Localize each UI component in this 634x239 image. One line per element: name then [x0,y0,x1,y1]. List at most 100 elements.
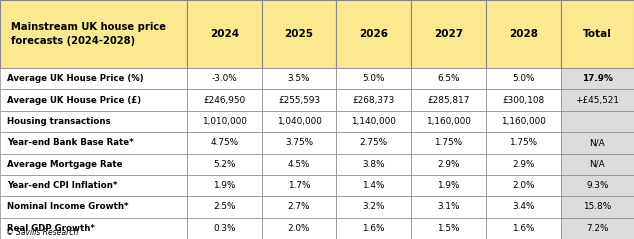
Text: 3.4%: 3.4% [512,202,534,212]
Text: 2.0%: 2.0% [288,224,310,233]
Bar [560,218,634,239]
Text: 2.9%: 2.9% [437,160,460,169]
Text: £255,593: £255,593 [278,96,320,105]
Text: 1.4%: 1.4% [363,181,385,190]
Bar [337,154,411,175]
Bar [337,111,411,132]
Bar [262,89,337,111]
Bar [411,154,486,175]
Bar [0,154,187,175]
Text: 3.5%: 3.5% [288,74,310,83]
Text: 9.3%: 9.3% [586,181,609,190]
Text: 2028: 2028 [508,29,538,39]
Text: 1,010,000: 1,010,000 [202,117,247,126]
Bar [337,196,411,218]
Text: 3.2%: 3.2% [363,202,385,212]
Text: 0.3%: 0.3% [213,224,235,233]
Bar [262,111,337,132]
Bar [187,196,262,218]
Bar [411,0,486,68]
Bar [486,218,560,239]
Text: 1.9%: 1.9% [213,181,235,190]
Bar [187,0,262,68]
Text: 4.5%: 4.5% [288,160,310,169]
Text: Average UK House Price (£): Average UK House Price (£) [8,96,141,105]
Text: 15.8%: 15.8% [583,202,611,212]
Bar [0,89,187,111]
Bar [187,154,262,175]
Text: 6.5%: 6.5% [437,74,460,83]
Text: 1.9%: 1.9% [437,181,460,190]
Text: N/A: N/A [590,138,605,147]
Text: £246,950: £246,950 [203,96,245,105]
Text: 5.2%: 5.2% [213,160,235,169]
Bar [262,196,337,218]
Text: Average Mortgage Rate: Average Mortgage Rate [8,160,123,169]
Bar [411,196,486,218]
Bar [560,111,634,132]
Text: 3.8%: 3.8% [363,160,385,169]
Bar [560,196,634,218]
Text: 1.75%: 1.75% [434,138,463,147]
Text: £268,373: £268,373 [353,96,395,105]
Bar [337,218,411,239]
Bar [187,111,262,132]
Bar [0,175,187,196]
Bar [337,132,411,154]
Text: 5.0%: 5.0% [512,74,534,83]
Bar [0,111,187,132]
Bar [262,218,337,239]
Text: 4.75%: 4.75% [210,138,238,147]
Text: 5.0%: 5.0% [363,74,385,83]
Text: 3.1%: 3.1% [437,202,460,212]
Text: 1.5%: 1.5% [437,224,460,233]
Bar [486,175,560,196]
Bar [486,196,560,218]
Bar [560,154,634,175]
Bar [262,68,337,89]
Bar [187,68,262,89]
Text: Year-end Bank Base Rate*: Year-end Bank Base Rate* [8,138,134,147]
Bar [411,111,486,132]
Bar [262,154,337,175]
Bar [0,68,187,89]
Text: 2.75%: 2.75% [359,138,388,147]
Text: 1,040,000: 1,040,000 [276,117,321,126]
Text: © Savills Research: © Savills Research [6,228,79,237]
Bar [262,175,337,196]
Text: Real GDP Growth*: Real GDP Growth* [8,224,95,233]
Text: 1.6%: 1.6% [512,224,534,233]
Text: 1,160,000: 1,160,000 [501,117,546,126]
Text: N/A: N/A [590,160,605,169]
Text: Average UK House Price (%): Average UK House Price (%) [8,74,144,83]
Bar [0,218,187,239]
Text: 2.7%: 2.7% [288,202,310,212]
Text: 2.0%: 2.0% [512,181,534,190]
Bar [187,89,262,111]
Text: Total: Total [583,29,612,39]
Bar [560,175,634,196]
Text: 1,140,000: 1,140,000 [351,117,396,126]
Text: £300,108: £300,108 [502,96,545,105]
Text: 1.6%: 1.6% [363,224,385,233]
Text: 2027: 2027 [434,29,463,39]
Bar [337,68,411,89]
Bar [560,68,634,89]
Bar [486,0,560,68]
Text: Nominal Income Growth*: Nominal Income Growth* [8,202,129,212]
Text: 1.7%: 1.7% [288,181,310,190]
Bar [560,89,634,111]
Bar [337,0,411,68]
Text: 2024: 2024 [210,29,239,39]
Text: Year-end CPI Inflation*: Year-end CPI Inflation* [8,181,118,190]
Text: 1,160,000: 1,160,000 [426,117,471,126]
Text: Housing transactions: Housing transactions [8,117,111,126]
Bar [411,218,486,239]
Bar [187,175,262,196]
Text: -3.0%: -3.0% [211,74,237,83]
Bar [187,218,262,239]
Text: 17.9%: 17.9% [582,74,612,83]
Bar [262,132,337,154]
Text: 2025: 2025 [285,29,313,39]
Bar [486,132,560,154]
